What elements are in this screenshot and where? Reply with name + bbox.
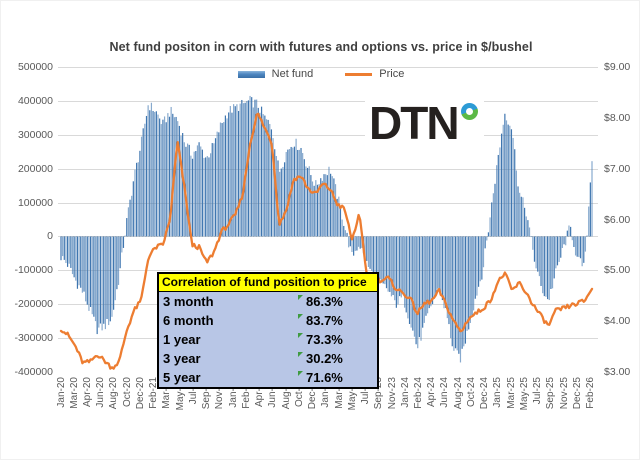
x-axis-tick-label: Mar-25 — [505, 377, 517, 409]
left-axis-tick-label: -300000 — [14, 332, 53, 345]
plot-area — [58, 67, 598, 370]
correlation-value: 83.7% — [297, 313, 377, 328]
left-axis-tick-label: 100000 — [17, 196, 53, 209]
x-axis-tick-label: Sep-25 — [545, 377, 557, 410]
right-axis-tick-label: $9.00 — [604, 61, 631, 73]
x-axis-tick-label: Oct-20 — [121, 377, 133, 408]
correlation-table: Correlation of fund position to price 3 … — [157, 272, 379, 389]
chart-legend: Net fund Price — [1, 67, 639, 81]
correlation-value: 30.2% — [297, 351, 377, 366]
x-axis-tick-label: Mar-20 — [68, 377, 80, 409]
x-axis-tick-label: Feb-24 — [412, 377, 424, 409]
correlation-row: 5 year 71.6% — [159, 368, 377, 387]
price-line — [59, 112, 594, 370]
x-axis-tick-label: Jan-20 — [55, 377, 67, 408]
price-legend-line-icon — [345, 72, 373, 76]
correlation-table-body: 3 month 86.3% 6 month 83.7% 1 year 73.3% 3 yea… — [159, 292, 377, 387]
right-axis-tick-label: $4.00 — [604, 315, 631, 328]
left-axis-tick-label: -400000 — [14, 366, 53, 378]
x-axis-tick-label: Dec-20 — [134, 377, 146, 410]
price-legend-label: Price — [379, 68, 405, 80]
left-axis-tick-label: 0 — [47, 230, 53, 243]
x-axis-tick-label: May-25 — [518, 377, 530, 411]
x-axis-tick-label: Nov-23 — [386, 377, 398, 410]
right-axis-tick-label: $3.00 — [604, 366, 631, 378]
cell-corner-indicator-icon — [298, 333, 303, 338]
x-axis-tick-label: Aug-20 — [108, 377, 120, 410]
x-axis-tick-label: Apr-20 — [81, 377, 93, 408]
net-fund-bars — [60, 95, 593, 363]
x-axis-tick-label: Feb-26 — [585, 377, 597, 409]
correlation-period-label: 5 year — [163, 370, 201, 385]
correlation-period-label: 6 month — [163, 313, 214, 328]
correlation-period-label: 3 month — [163, 294, 214, 309]
dtn-logo-ring-icon — [460, 103, 478, 120]
correlation-row: 3 year 30.2% — [159, 349, 377, 368]
right-axis-tick-label: $6.00 — [604, 213, 631, 226]
x-axis-tick-label: Aug-24 — [452, 377, 464, 410]
dtn-logo: DTN — [365, 99, 484, 147]
correlation-period-label: 1 year — [163, 332, 201, 347]
right-axis-tick-label: $7.00 — [604, 162, 631, 175]
left-axis-tick-label: 200000 — [17, 162, 53, 175]
cell-corner-indicator-icon — [298, 371, 303, 376]
x-axis-tick-label: Jan-25 — [492, 377, 504, 408]
x-axis-tick-label: Dec-24 — [479, 377, 491, 410]
net-fund-legend-swatch-icon — [237, 70, 265, 78]
left-axis-tick-label: -100000 — [14, 264, 53, 277]
correlation-value: 71.6% — [297, 370, 377, 385]
cell-corner-indicator-icon — [298, 314, 303, 319]
correlation-value: 86.3% — [297, 294, 377, 309]
correlation-row: 1 year 73.3% — [159, 330, 377, 349]
x-axis-tick-label: Jun-24 — [439, 377, 451, 408]
x-axis-tick-label: Jan-24 — [399, 377, 411, 408]
left-axis-tick-label: 400000 — [17, 94, 53, 107]
dtn-logo-text: DTN — [369, 97, 460, 149]
right-axis-tick-label: $5.00 — [604, 264, 631, 277]
x-axis-tick-label: Apr-24 — [426, 377, 438, 408]
correlation-table-header: Correlation of fund position to price — [159, 274, 377, 292]
chart-title: Net fund positon in corn with futures an… — [109, 40, 533, 54]
correlation-value: 73.3% — [297, 332, 377, 347]
net-fund-legend-label: Net fund — [271, 68, 314, 80]
correlation-row: 3 month 86.3% — [159, 292, 377, 311]
left-axis-tick-label: 500000 — [17, 61, 53, 73]
cell-corner-indicator-icon — [298, 295, 303, 300]
x-axis-tick-label: Oct-24 — [465, 377, 477, 408]
x-axis-tick-label: Jul-25 — [532, 377, 544, 405]
x-axis-tick-label: Nov-25 — [558, 377, 570, 410]
x-axis-tick-label: Dec-25 — [571, 377, 583, 410]
correlation-row: 6 month 83.7% — [159, 311, 377, 330]
left-axis-tick-label: -200000 — [14, 298, 53, 311]
right-axis-tick-label: $8.00 — [604, 111, 631, 124]
cell-corner-indicator-icon — [298, 352, 303, 357]
x-axis-tick-label: Jun-20 — [95, 377, 107, 408]
left-axis-tick-label: 300000 — [17, 128, 53, 141]
correlation-period-label: 3 year — [163, 351, 201, 366]
